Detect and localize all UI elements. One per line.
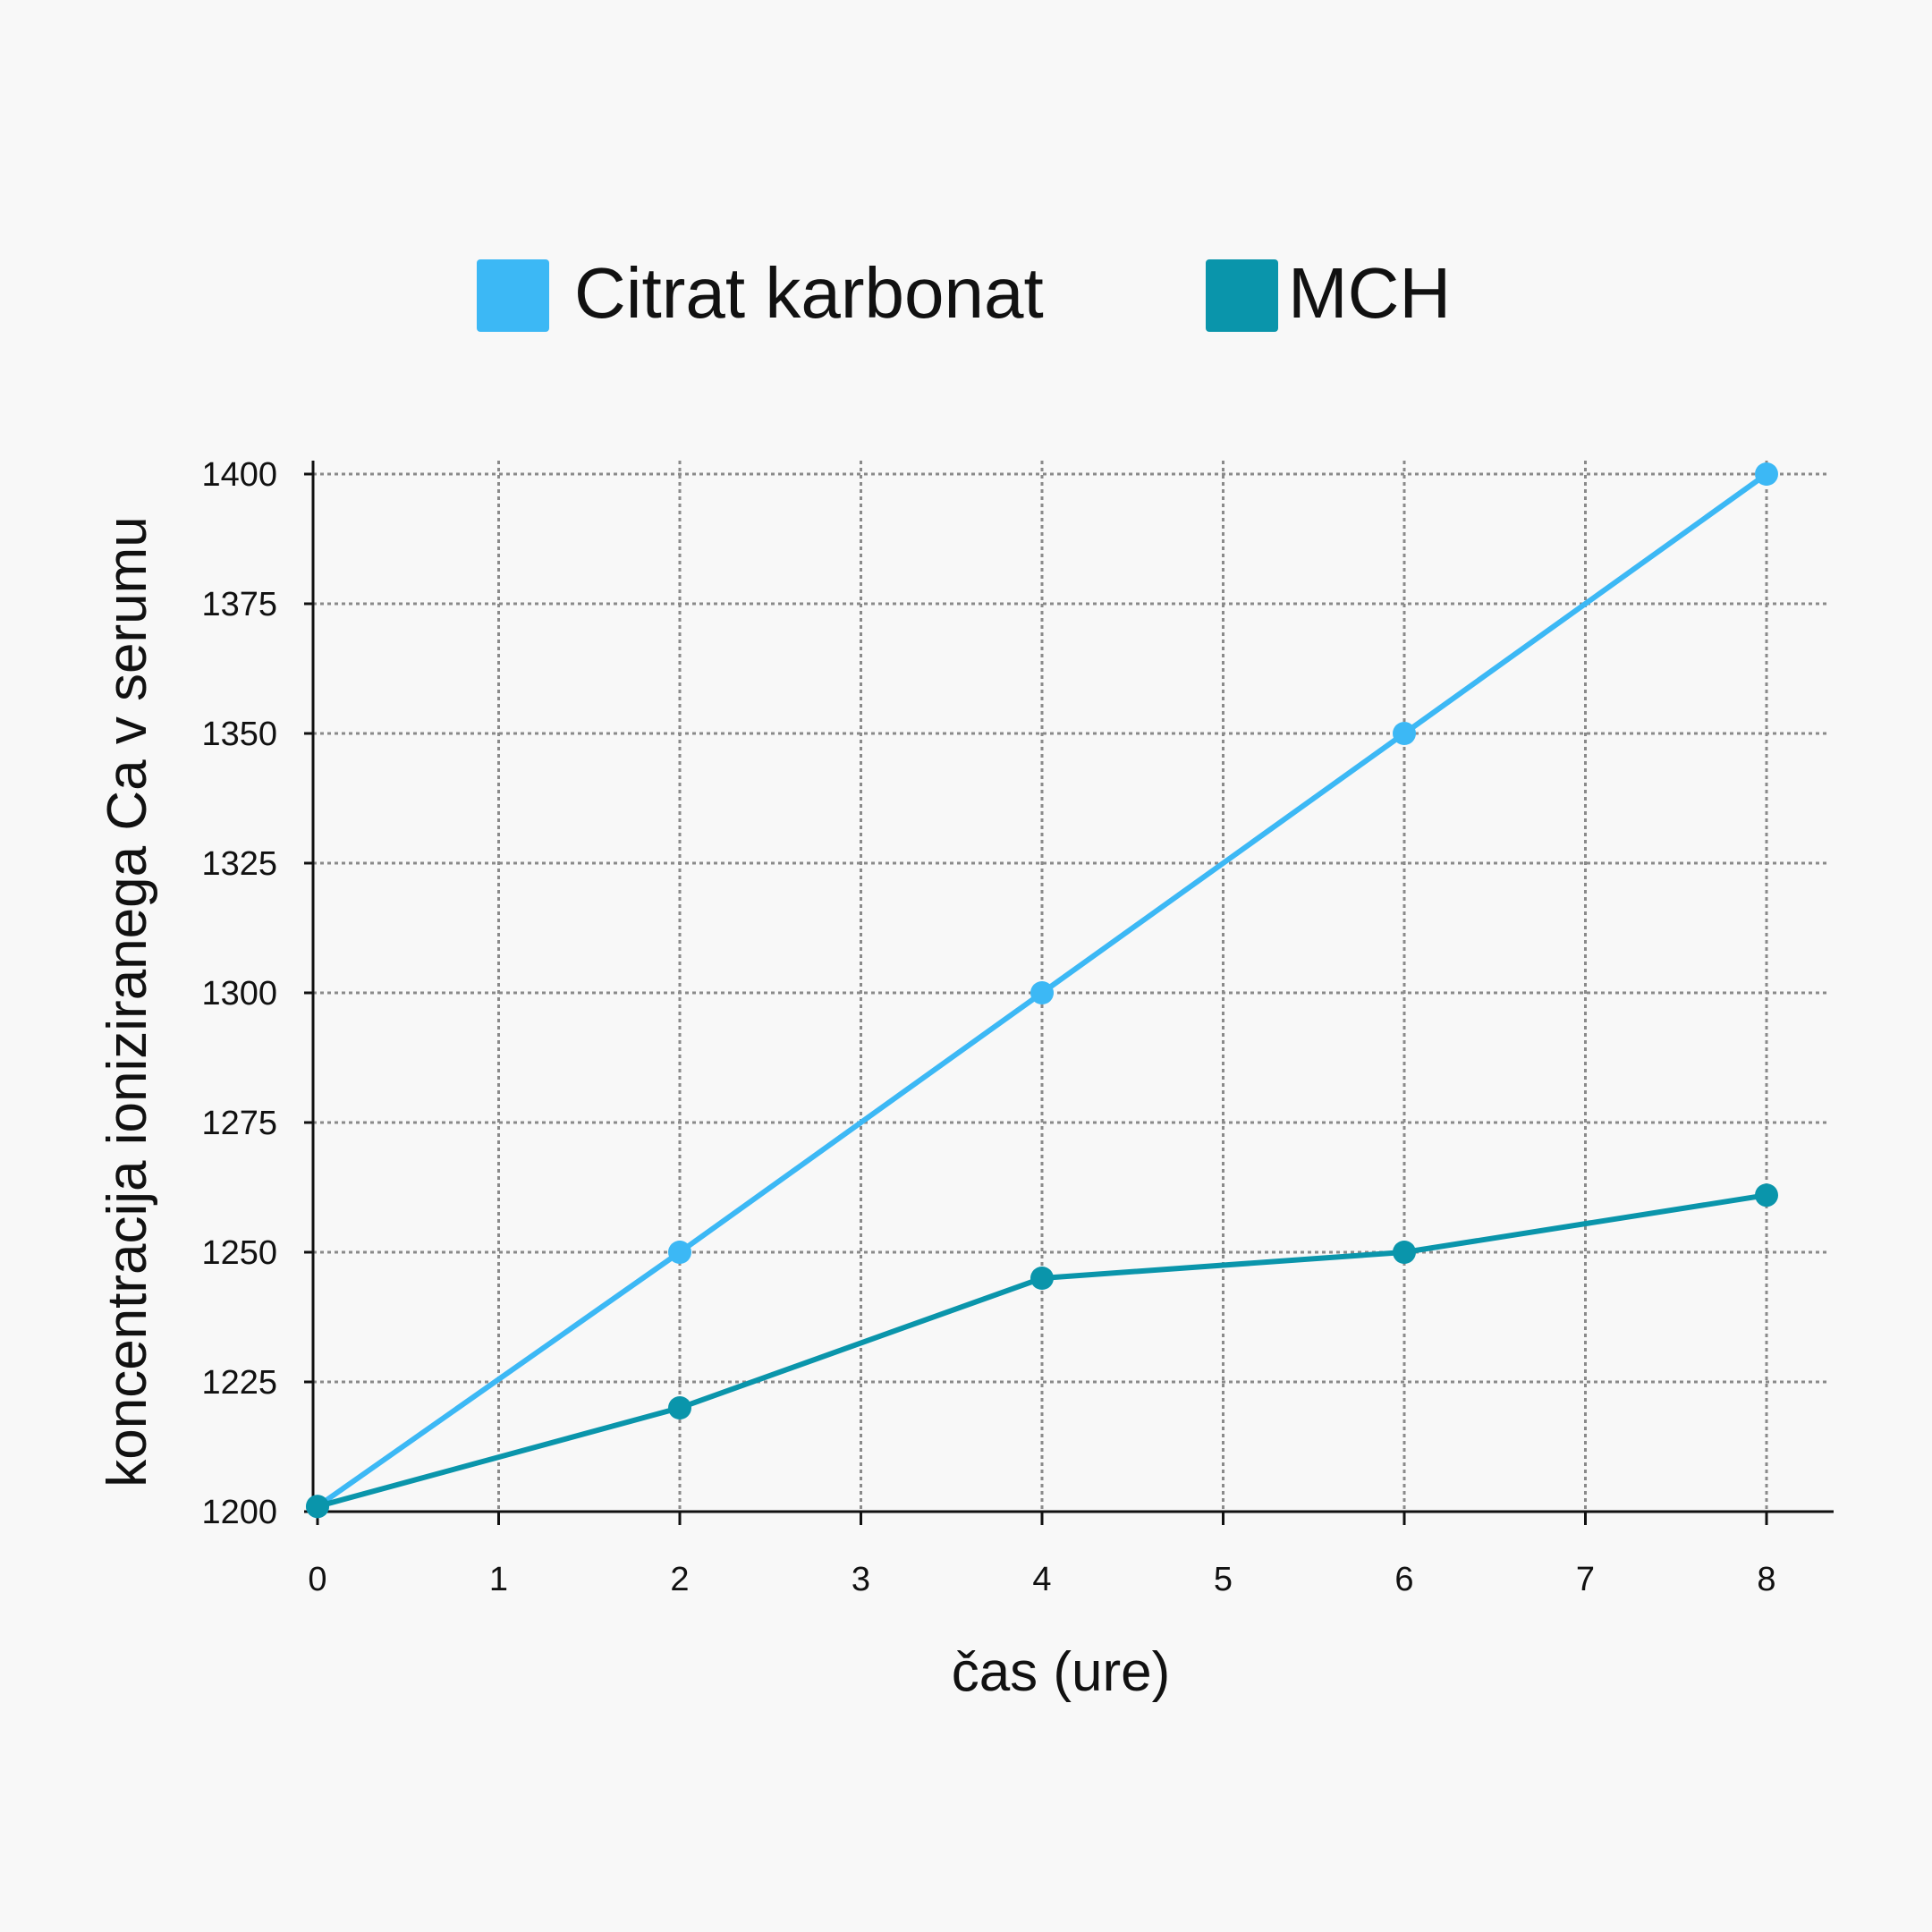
x-axis-title: čas (ure) <box>952 1641 1171 1703</box>
y-tick-label-1325: 1325 <box>201 845 277 883</box>
legend: Citrat karbonat MCH <box>477 253 1451 333</box>
x-tick-label-7: 7 <box>1576 1561 1595 1598</box>
data-point-mch-6 <box>1393 1241 1416 1264</box>
legend-swatch-mch <box>1206 259 1278 332</box>
y-tick-label-1350: 1350 <box>201 716 277 753</box>
data-point-mch-0 <box>306 1495 329 1519</box>
x-tick-label-4: 4 <box>1032 1561 1051 1598</box>
legend-item-mch: MCH <box>1206 253 1451 333</box>
data-point-citrat-karbonat-2 <box>668 1241 691 1264</box>
x-tick-label-1: 1 <box>489 1561 508 1598</box>
y-tick-label-1225: 1225 <box>201 1364 277 1402</box>
legend-label-mch: MCH <box>1288 253 1451 333</box>
data-point-mch-2 <box>668 1396 691 1419</box>
y-tick-label-1200: 1200 <box>201 1494 277 1531</box>
x-tick-label-6: 6 <box>1394 1561 1413 1598</box>
legend-item-citrat-karbonat: Citrat karbonat <box>477 253 1044 333</box>
y-tick-labels: 1200 1225 1250 1275 1300 1325 1350 1375 1400 <box>201 456 313 1531</box>
legend-swatch-citrat-karbonat <box>477 259 549 332</box>
y-tick-label-1250: 1250 <box>201 1234 277 1272</box>
y-axis-title: koncentracija ioniziranega Ca v serumu <box>97 516 158 1487</box>
x-tick-label-2: 2 <box>670 1561 689 1598</box>
x-tick-label-8: 8 <box>1757 1561 1775 1598</box>
series <box>306 462 1778 1519</box>
y-tick-label-1275: 1275 <box>201 1105 277 1142</box>
data-point-mch-4 <box>1030 1267 1054 1290</box>
data-point-citrat-karbonat-8 <box>1755 462 1778 486</box>
y-tick-label-1375: 1375 <box>201 586 277 623</box>
gridlines <box>313 461 1829 1512</box>
data-point-citrat-karbonat-6 <box>1393 722 1416 745</box>
legend-label-citrat-karbonat: Citrat karbonat <box>574 253 1044 333</box>
data-point-mch-8 <box>1755 1183 1778 1208</box>
y-tick-label-1300: 1300 <box>201 975 277 1013</box>
x-tick-label-5: 5 <box>1214 1561 1233 1598</box>
data-point-citrat-karbonat-4 <box>1030 981 1054 1004</box>
x-tick-label-0: 0 <box>308 1561 326 1598</box>
x-tick-labels: 0 1 2 3 4 5 6 7 8 <box>308 1512 1776 1598</box>
x-tick-label-3: 3 <box>852 1561 870 1598</box>
y-tick-label-1400: 1400 <box>201 456 277 494</box>
